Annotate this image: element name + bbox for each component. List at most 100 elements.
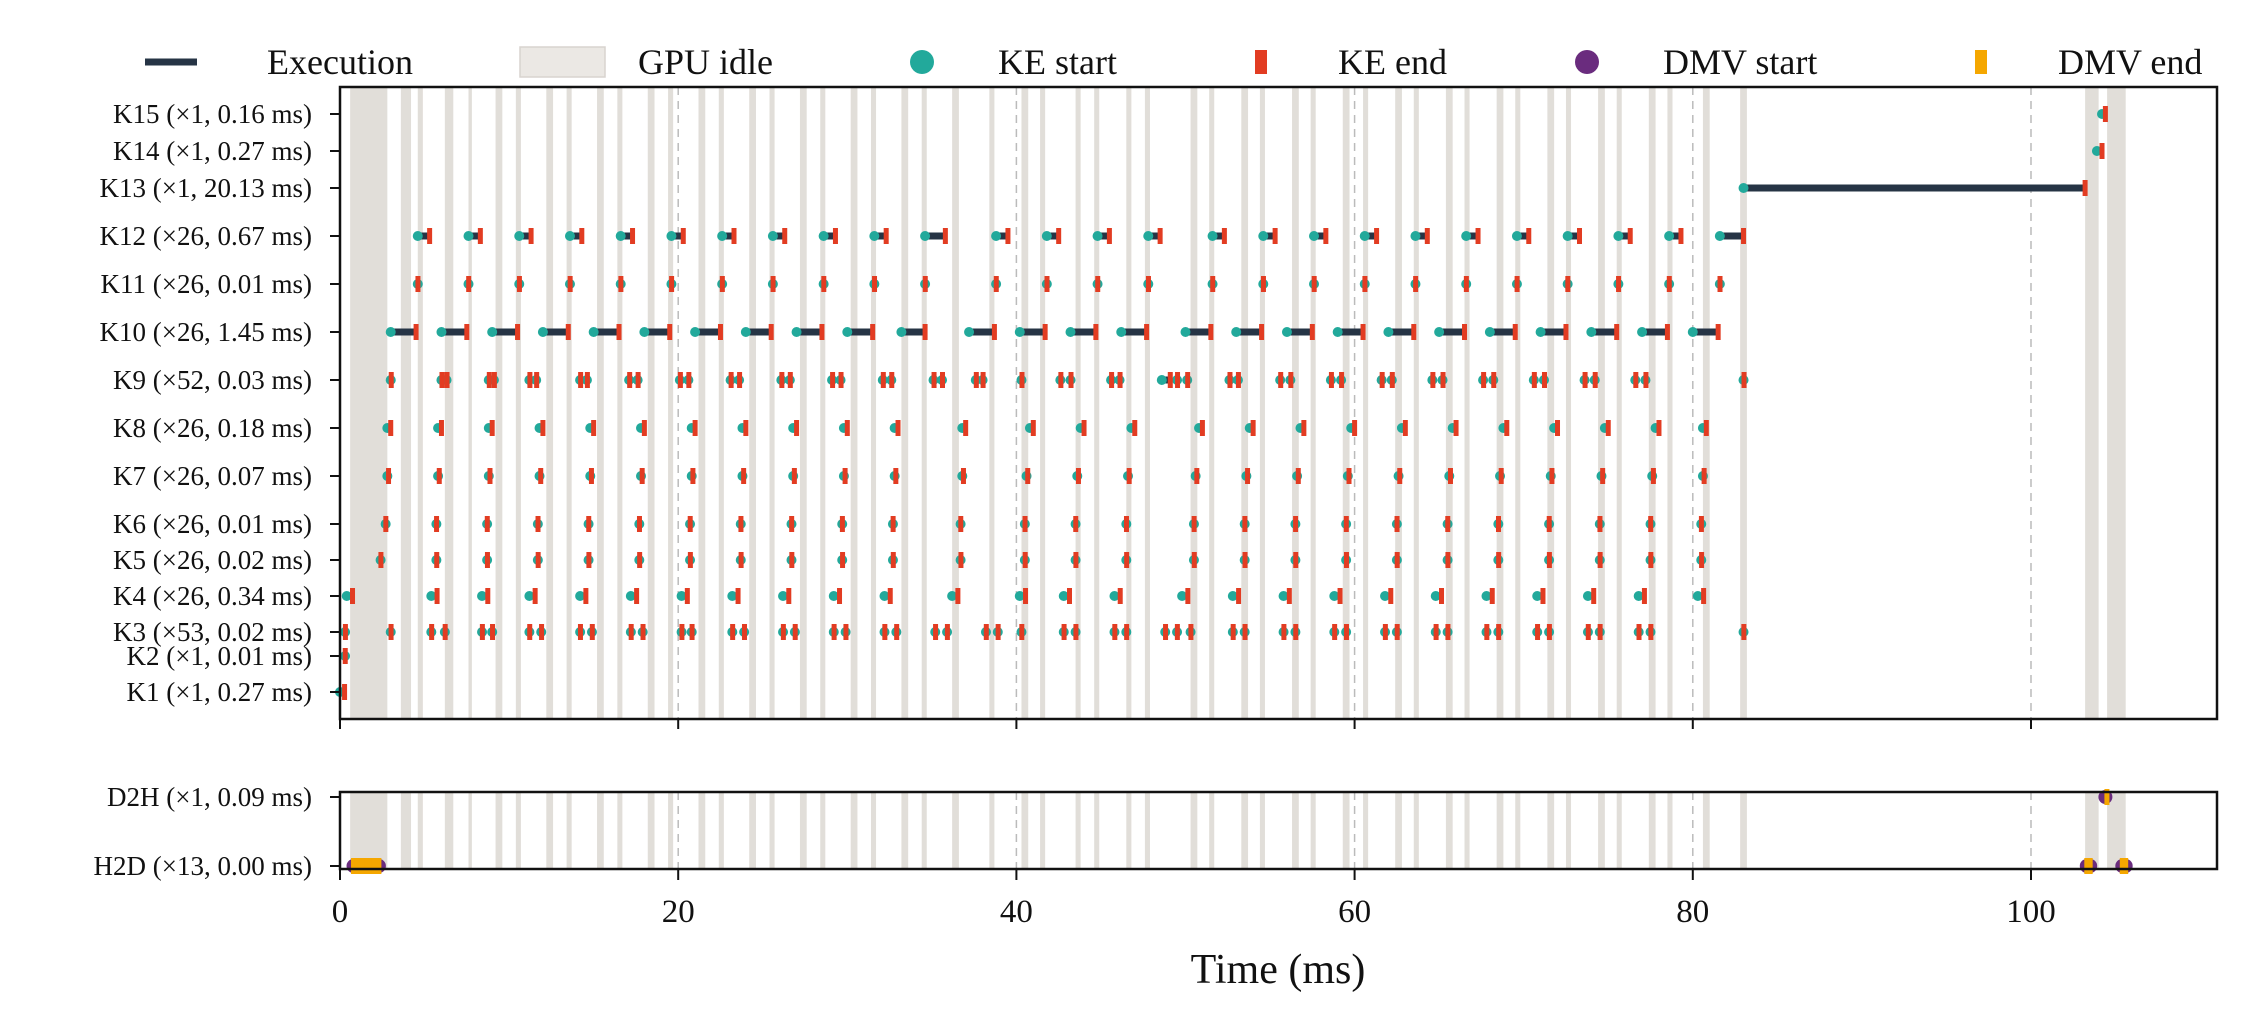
ke-end-marker xyxy=(584,372,590,388)
ke-end-marker xyxy=(1627,228,1633,244)
transfer-idle-band xyxy=(1667,792,1673,869)
ke-end-marker xyxy=(730,624,736,640)
ke-end-marker xyxy=(539,624,545,640)
ke-end-marker xyxy=(388,624,394,640)
ke-end-marker xyxy=(1309,324,1315,340)
ke-end-marker xyxy=(489,420,495,436)
transfer-idle-band xyxy=(400,792,412,869)
ke-end-marker xyxy=(1259,324,1265,340)
ke-end-marker xyxy=(1541,372,1547,388)
kernel-row-label: K12 (×26, 0.67 ms) xyxy=(100,221,312,251)
transfer-idle-band xyxy=(1342,792,1350,869)
ke-end-marker xyxy=(490,624,496,640)
ke-end-marker xyxy=(1061,624,1067,640)
ke-end-marker xyxy=(958,516,964,532)
ke-end-marker xyxy=(466,276,472,292)
transfer-idle-band xyxy=(546,792,554,869)
kernel-idle-band xyxy=(1209,87,1215,719)
ke-end-marker xyxy=(388,420,394,436)
kernel-idle-band xyxy=(1616,87,1622,719)
transfer-idle-band xyxy=(870,792,877,869)
ke-end-marker xyxy=(1343,624,1349,640)
ke-end-marker xyxy=(1433,624,1439,640)
ke-start-marker xyxy=(818,231,829,241)
ke-end-marker xyxy=(1106,228,1112,244)
ke-end-marker xyxy=(831,624,837,640)
kernel-idle-band xyxy=(1464,87,1470,719)
ke-end-marker xyxy=(1124,624,1130,640)
kernel-idle-band xyxy=(1094,87,1100,719)
ke-end-marker xyxy=(388,372,394,388)
ke-end-marker xyxy=(1245,468,1251,484)
kernel-idle-band xyxy=(2085,87,2099,719)
ke-end-marker xyxy=(1311,276,1317,292)
ke-end-marker xyxy=(1095,276,1101,292)
ke-start-marker xyxy=(639,327,650,337)
ke-start-marker xyxy=(385,327,396,337)
ke-end-marker xyxy=(960,468,966,484)
ke-end-marker xyxy=(1124,552,1130,568)
ke-start-marker xyxy=(690,327,701,337)
ke-end-marker xyxy=(1394,516,1400,532)
ke-end-marker xyxy=(1597,624,1603,640)
kernel-row-label: K3 (×53, 0.02 ms) xyxy=(113,617,312,647)
kernel-idle-band xyxy=(749,87,756,719)
ke-end-marker xyxy=(1565,276,1571,292)
ke-end-marker xyxy=(838,372,844,388)
ke-end-marker xyxy=(1242,516,1248,532)
ke-end-marker xyxy=(535,552,541,568)
ke-start-marker xyxy=(1177,591,1188,601)
ke-end-marker xyxy=(586,516,592,532)
ke-end-marker xyxy=(1636,624,1642,640)
ke-end-marker xyxy=(1496,552,1502,568)
ke-start-marker xyxy=(1633,591,1644,601)
transfer-idle-band xyxy=(515,792,521,869)
ke-end-marker xyxy=(680,228,686,244)
ke-start-marker xyxy=(1562,231,1573,241)
ke-start-marker xyxy=(412,231,423,241)
kernel-idle-band xyxy=(1040,87,1046,719)
transfer-idle-band xyxy=(901,792,909,869)
ke-start-marker xyxy=(341,591,352,601)
transfer-idle-band xyxy=(1209,792,1215,869)
ke-end-marker xyxy=(1741,372,1747,388)
ke-start-marker xyxy=(947,591,958,601)
x-axis-label: Time (ms) xyxy=(1191,947,1366,993)
ke-end-marker xyxy=(1073,552,1079,568)
ke-end-marker xyxy=(883,228,889,244)
ke-start-marker xyxy=(524,591,535,601)
ke-end-marker xyxy=(1056,228,1062,244)
ke-start-marker xyxy=(1664,231,1675,241)
ke-end-marker xyxy=(840,552,846,568)
ke-end-marker xyxy=(591,420,597,436)
ke-start-marker xyxy=(615,231,626,241)
ke-end-marker xyxy=(973,372,979,388)
ke-end-marker xyxy=(1648,624,1654,640)
kernel-idle-band xyxy=(820,87,826,719)
ke-end-marker xyxy=(789,552,795,568)
ke-end-marker xyxy=(819,324,825,340)
transfer-idle-band xyxy=(1310,792,1316,869)
ke-end-marker xyxy=(1664,324,1670,340)
ke-end-marker xyxy=(944,624,950,640)
ke-end-marker xyxy=(1328,372,1334,388)
kernel-idle-band xyxy=(1292,87,1299,719)
ke-end-marker xyxy=(1352,420,1358,436)
ke-end-marker xyxy=(1484,624,1490,640)
kernel-idle-band xyxy=(1413,87,1419,719)
dmv-end-marker xyxy=(2123,858,2129,874)
ke-end-marker xyxy=(1242,552,1248,568)
kernel-idle-band xyxy=(1144,87,1150,719)
transfer-panel-marks xyxy=(346,789,2133,874)
ke-end-marker xyxy=(786,588,792,604)
ke-end-marker xyxy=(535,516,541,532)
ke-start-marker xyxy=(991,231,1002,241)
kernel-panel-row-labels: K15 (×1, 0.16 ms) K14 (×1, 0.27 ms) K13 (×… xyxy=(100,99,340,707)
ke-end-marker xyxy=(1514,276,1520,292)
ke-end-marker xyxy=(1163,624,1169,640)
ke-end-marker xyxy=(342,648,348,664)
ke-start-marker xyxy=(1430,591,1441,601)
ke-end-marker xyxy=(1346,468,1352,484)
ke-end-marker xyxy=(516,276,522,292)
ke-end-marker xyxy=(350,588,356,604)
